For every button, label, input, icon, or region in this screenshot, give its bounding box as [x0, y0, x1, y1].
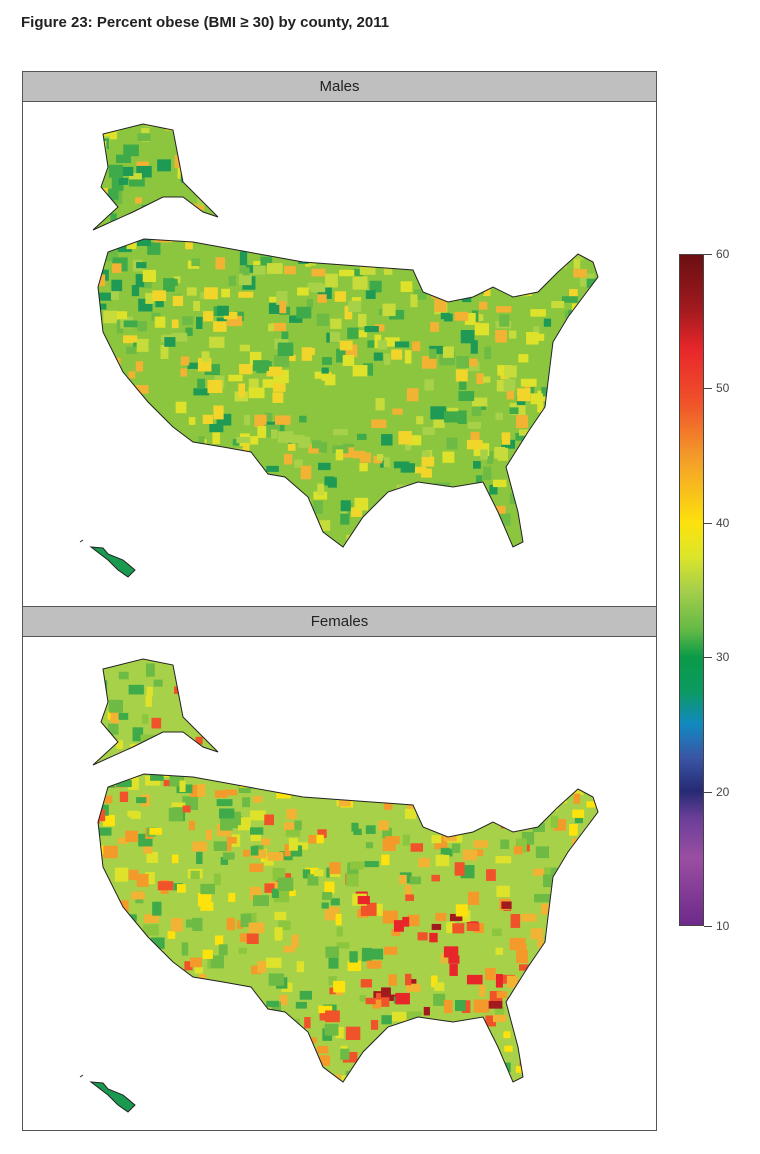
- state-outline: [92, 123, 219, 231]
- hawaii-shape: [79, 539, 136, 578]
- legend-tick: [704, 522, 712, 524]
- legend-tick: [704, 791, 712, 793]
- legend-tick-label: 30: [716, 650, 730, 665]
- legend-tick-label: 60: [716, 247, 730, 261]
- state-outline: [92, 658, 219, 766]
- legend-tick-label: 50: [716, 381, 730, 396]
- legend-tick-label: 10: [716, 919, 730, 933]
- figure-frame: Males Females: [22, 71, 657, 1131]
- hawaii-shape: [79, 1074, 136, 1113]
- panel-divider: [23, 606, 656, 607]
- state-outline: [97, 238, 599, 548]
- legend-tick: [704, 388, 712, 390]
- legend-tick-label: 20: [716, 784, 730, 799]
- panel-header-females: Females: [23, 607, 656, 637]
- males-map: [79, 123, 599, 578]
- legend-tick-label: 40: [716, 515, 730, 530]
- color-scale-bar: [679, 254, 704, 926]
- figure-title: Figure 23: Percent obese (BMI ≥ 30) by c…: [21, 14, 390, 31]
- state-outline: [97, 773, 599, 1083]
- panel-header-males: Males: [23, 72, 656, 102]
- females-map: [79, 658, 599, 1113]
- legend-tick: [704, 254, 712, 255]
- legend-tick: [704, 926, 712, 927]
- legend-tick: [704, 657, 712, 659]
